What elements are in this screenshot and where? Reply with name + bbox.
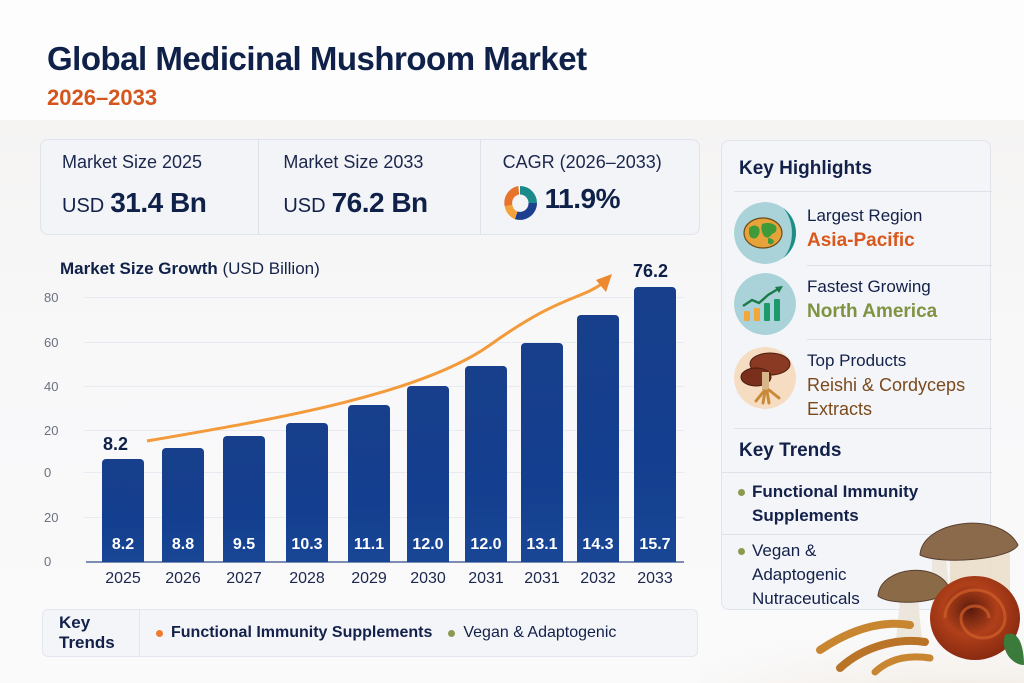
y-tick: 20: [44, 423, 59, 438]
bar-2031: 12.0: [465, 366, 507, 562]
highlights-heading: Key Highlights: [739, 158, 873, 179]
highlight-value: Asia-Pacific: [807, 230, 915, 251]
y-tick: 0: [44, 465, 52, 480]
bar-2033: 15.7: [634, 287, 676, 562]
mushroom-icon: [734, 347, 796, 409]
trends-heading: Key Trends: [739, 440, 842, 461]
kpi-value: 31.4 Bn: [110, 187, 207, 218]
bar-2032: 14.3: [577, 315, 619, 562]
bar-2026: 8.8: [162, 448, 204, 562]
y-tick: 40: [44, 379, 59, 394]
bar-value: 12.0: [470, 536, 502, 553]
highlight-top-products: Top Products Reishi & Cordyceps Extracts: [734, 347, 989, 419]
bar-2025: 8.2: [102, 459, 144, 562]
x-tick: 2033: [637, 570, 673, 587]
y-tick: 0: [44, 554, 52, 569]
bar-2031b: 13.1: [521, 343, 563, 562]
divider: [734, 191, 992, 192]
highlight-fastest-growing: Fastest Growing North America: [734, 273, 989, 343]
highlight-value: Reishi & Cordyceps Extracts: [807, 375, 966, 419]
bar-value: 14.3: [582, 536, 614, 553]
highlight-label: Largest Region: [807, 206, 923, 225]
bar-value: 12.0: [412, 536, 444, 553]
chart-title: Market Size Growth (USD Billion): [60, 259, 320, 279]
trend-chip: Vegan & Adaptogenic: [448, 624, 616, 642]
trend-chip: Functional Immunity Supplements: [156, 624, 432, 642]
bar-2030: 12.0: [407, 386, 449, 562]
globe-icon: [734, 202, 796, 264]
x-tick: 2032: [580, 570, 616, 587]
trend-text: Functional Immunity Supplements: [752, 482, 919, 525]
key-trends-bar: Key Trends Functional Immunity Supplemen…: [42, 609, 698, 657]
y-tick: 60: [44, 335, 59, 350]
header: Global Medicinal Mushroom Market 2026–20…: [0, 0, 1024, 120]
chart-title-bold: Market Size Growth: [60, 259, 218, 278]
x-axis: [86, 561, 684, 563]
callout-last: 76.2: [633, 261, 669, 281]
kpi-market-size-2025: Market Size 2025 USD 31.4 Bn: [41, 140, 258, 234]
donut-chart-icon: [503, 186, 537, 220]
bar-2028: 10.3: [286, 423, 328, 562]
kpi-value: 11.9%: [544, 183, 621, 214]
divider: [722, 472, 992, 473]
x-tick: 2025: [105, 570, 141, 587]
x-tick: 2027: [226, 570, 262, 587]
bar-value: 9.5: [232, 536, 256, 553]
kpi-market-size-2033: Market Size 2033 USD 76.2 Bn: [258, 140, 479, 234]
bar-value: 8.8: [171, 536, 195, 553]
gridline: [84, 297, 684, 298]
bar-2027: 9.5: [223, 436, 265, 562]
y-tick: 20: [44, 510, 59, 525]
y-tick: 80: [44, 290, 59, 305]
page-subtitle: 2026–2033: [47, 85, 158, 110]
trend-text: Vegan & Adaptogenic Nutraceuticals: [752, 541, 860, 608]
divider: [807, 265, 992, 266]
kpi-label: Market Size 2025: [62, 152, 203, 172]
trend-item: Functional Immunity Supplements: [738, 480, 938, 528]
highlight-value: North America: [807, 301, 938, 322]
x-tick: 2031: [524, 570, 560, 587]
trend-text: Functional Immunity Supplements: [171, 624, 433, 641]
trend-item: Vegan & Adaptogenic Nutraceuticals: [738, 539, 878, 611]
highlight-label: Top Products: [807, 351, 907, 370]
kpi-label: CAGR (2026–2033): [502, 152, 662, 172]
x-tick: 2026: [165, 570, 201, 587]
kpi-unit: USD: [62, 195, 105, 217]
chart-title-unit: (USD Billion): [217, 259, 320, 278]
bar-value: 15.7: [639, 536, 671, 553]
x-tick: 2029: [351, 570, 387, 587]
trend-text: Vegan & Adaptogenic: [463, 624, 617, 641]
page-title: Global Medicinal Mushroom Market: [47, 40, 587, 77]
mushroom-illustration-icon: [700, 522, 1024, 683]
divider: [722, 534, 992, 535]
callout-first: 8.2: [103, 434, 129, 454]
divider: [807, 339, 992, 340]
x-tick: 2030: [410, 570, 446, 587]
kpi-card: Market Size 2025 USD 31.4 Bn Market Size…: [40, 139, 700, 235]
highlight-largest-region: Largest Region Asia-Pacific: [734, 202, 989, 272]
bar-value: 8.2: [111, 536, 135, 553]
divider: [734, 428, 992, 429]
bullet-icon: [156, 629, 163, 637]
kpi-value: 76.2 Bn: [331, 187, 429, 218]
kpi-cagr: CAGR (2026–2033) 11.9%: [479, 140, 699, 234]
key-trends-label: Key Trends: [43, 610, 140, 656]
x-tick: 2028: [289, 570, 325, 587]
bullet-icon: [738, 548, 745, 555]
x-tick: 2031: [468, 570, 504, 587]
bullet-icon: [738, 489, 745, 496]
growth-chart-icon: [734, 273, 796, 335]
bar-value: 13.1: [526, 536, 558, 553]
highlight-label: Fastest Growing: [807, 277, 931, 296]
kpi-unit: USD: [283, 195, 326, 217]
bar-value: 10.3: [291, 536, 323, 553]
bullet-icon: [448, 629, 456, 637]
bar-value: 11.1: [353, 536, 385, 553]
kpi-label: Market Size 2033: [283, 152, 424, 172]
bar-2029: 11.1: [348, 405, 390, 562]
